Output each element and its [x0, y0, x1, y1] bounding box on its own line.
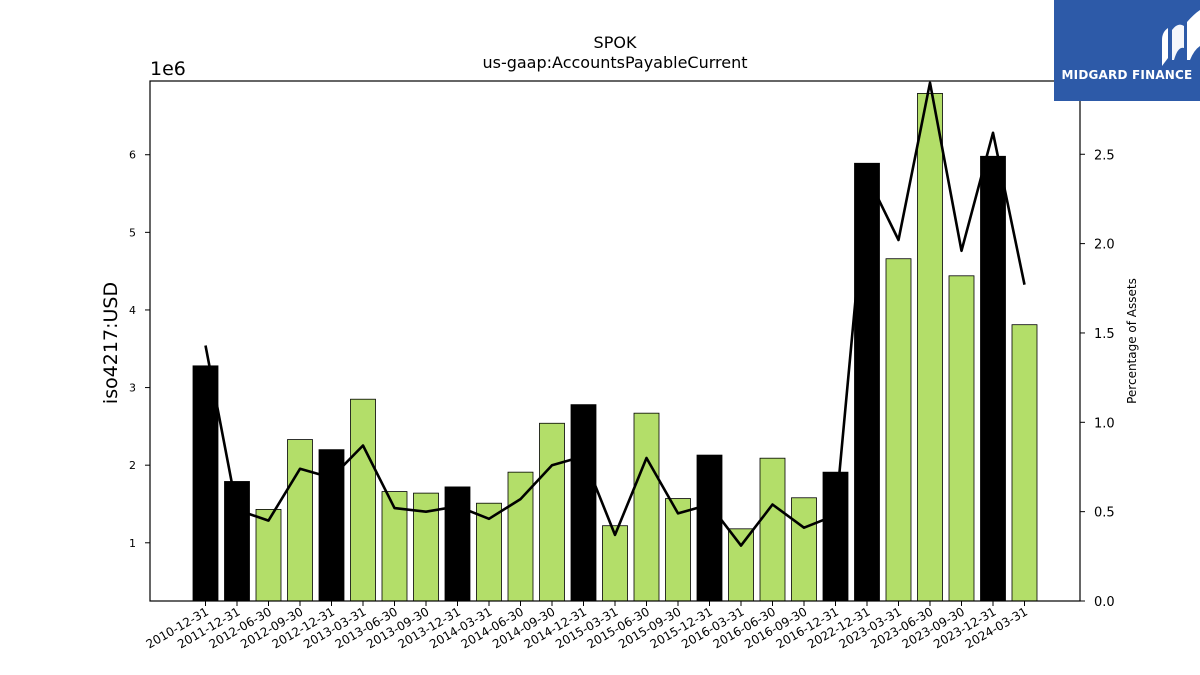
chart-title: SPOK [594, 33, 637, 52]
y2-tick-label: 1.5 [1094, 327, 1115, 342]
y-tick-label: 2 [129, 459, 136, 472]
bar [633, 412, 660, 602]
y-multiplier-label: 1e6 [150, 58, 186, 80]
bar [287, 439, 313, 602]
bar [728, 528, 754, 602]
brand-name: MIDGARD FINANCE [1061, 68, 1193, 82]
bar [822, 471, 849, 602]
bar [854, 162, 880, 602]
bar [318, 449, 345, 602]
bar [350, 398, 376, 602]
bar [444, 486, 471, 602]
y2-tick-label: 0.0 [1094, 595, 1115, 610]
bar [885, 258, 912, 602]
bar [696, 454, 723, 602]
y2-tick-label: 0.5 [1094, 506, 1115, 521]
bar [980, 155, 1006, 602]
y2-axis-ticks: 0.0 0.5 1.0 1.5 2.0 2.5 [1080, 148, 1115, 610]
bar [602, 525, 628, 602]
y-tick-label: 4 [129, 304, 136, 317]
bar [255, 509, 282, 602]
midgard-logo-icon [1162, 10, 1200, 66]
y2-tick-label: 2.5 [1094, 148, 1115, 163]
bar [224, 481, 250, 602]
chart-subtitle: us-gaap:AccountsPayableCurrent [482, 53, 747, 72]
y2-axis-label: Percentage of Assets [1125, 278, 1139, 404]
bar [539, 422, 565, 602]
bar [759, 457, 786, 602]
y-axis-label: iso4217:USD [100, 282, 122, 404]
x-axis-ticks: 2010-12-312011-12-312012-06-302012-09-30… [144, 601, 1030, 651]
bars-layer [192, 93, 1038, 602]
bar [570, 404, 597, 602]
y-axis-ticks: 1 2 3 4 5 6 [129, 149, 150, 550]
bar [917, 93, 943, 602]
line-layer [204, 81, 1026, 547]
y-tick-label: 3 [129, 382, 136, 395]
y-tick-label: 6 [129, 149, 136, 162]
y2-tick-label: 2.0 [1094, 238, 1115, 253]
bar [1011, 324, 1038, 602]
brand-logo: MIDGARD FINANCE [1054, 0, 1200, 101]
bar [948, 275, 975, 602]
y2-tick-label: 1.0 [1094, 416, 1115, 431]
bar [507, 471, 534, 602]
y-tick-label: 1 [129, 537, 136, 550]
y-tick-label: 5 [129, 226, 136, 239]
bar [791, 497, 817, 602]
percentage-line [204, 81, 1026, 547]
bar [192, 365, 219, 602]
